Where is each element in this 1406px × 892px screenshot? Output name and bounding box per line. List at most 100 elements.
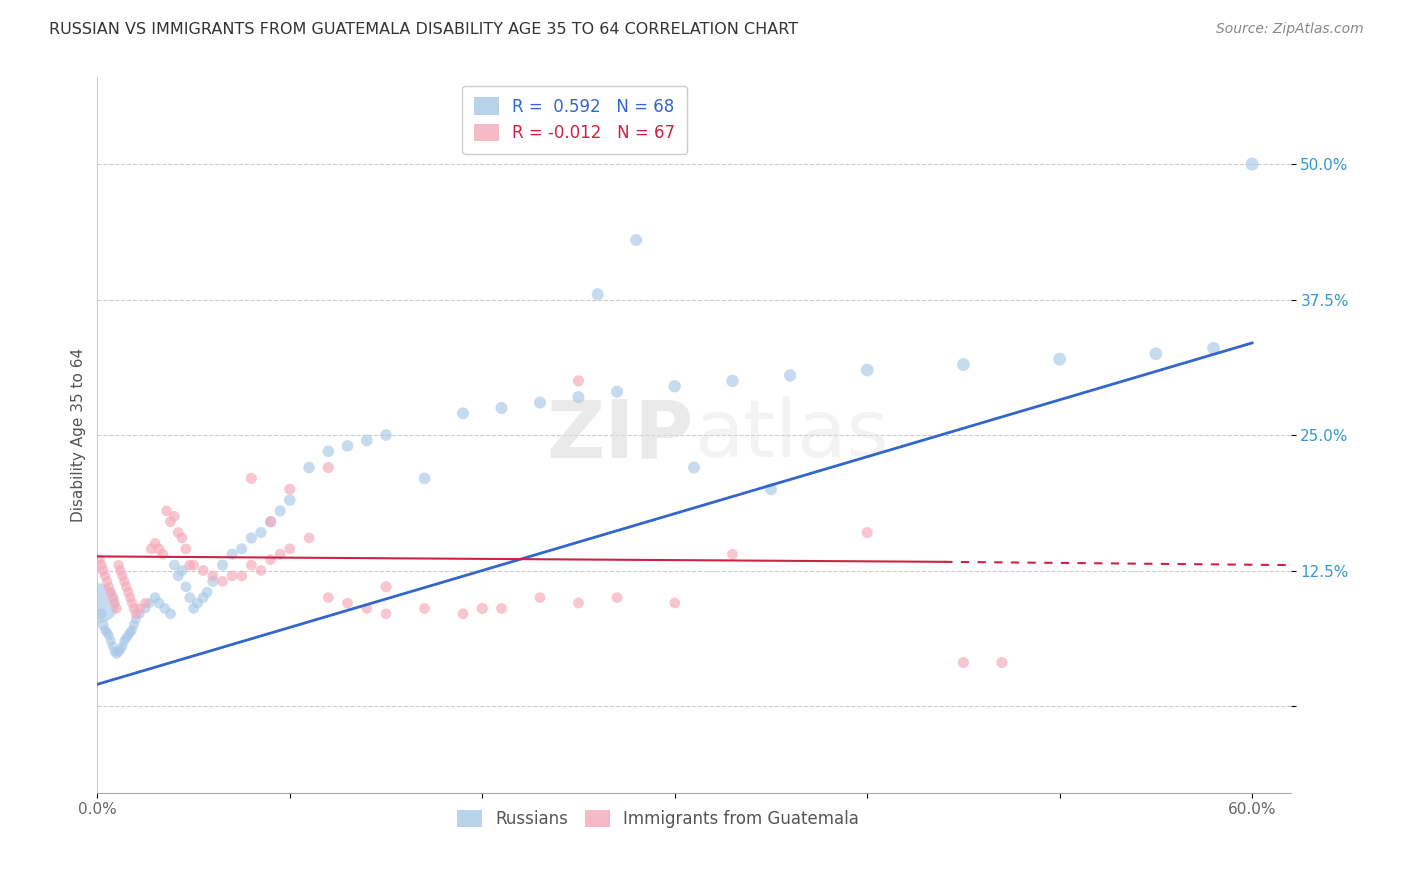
Point	[167, 525, 190, 540]
Point	[128, 601, 150, 615]
Point	[105, 601, 128, 615]
Point	[664, 379, 686, 393]
Point	[567, 390, 589, 404]
Point	[96, 625, 118, 640]
Point	[89, 596, 111, 610]
Point	[567, 374, 589, 388]
Point	[471, 601, 494, 615]
Point	[721, 374, 744, 388]
Point	[491, 401, 513, 415]
Point	[134, 601, 156, 615]
Point	[413, 601, 436, 615]
Point	[606, 384, 628, 399]
Point	[112, 574, 135, 589]
Point	[856, 525, 879, 540]
Point	[231, 541, 253, 556]
Point	[278, 541, 301, 556]
Point	[318, 444, 340, 458]
Point	[240, 471, 263, 485]
Point	[90, 607, 112, 621]
Point	[567, 596, 589, 610]
Point	[336, 596, 359, 610]
Point	[183, 601, 205, 615]
Point	[664, 596, 686, 610]
Text: atlas: atlas	[695, 396, 889, 474]
Point	[606, 591, 628, 605]
Point	[156, 504, 179, 518]
Point	[117, 585, 139, 599]
Point	[107, 558, 129, 573]
Point	[318, 591, 340, 605]
Point	[174, 541, 197, 556]
Point	[193, 564, 215, 578]
Point	[94, 623, 117, 637]
Point	[94, 569, 117, 583]
Point	[759, 482, 782, 496]
Point	[298, 531, 321, 545]
Point	[101, 591, 124, 605]
Point	[91, 617, 114, 632]
Point	[97, 580, 120, 594]
Point	[356, 601, 378, 615]
Point	[952, 358, 974, 372]
Point	[97, 628, 120, 642]
Point	[167, 569, 190, 583]
Point	[779, 368, 801, 383]
Point	[269, 504, 291, 518]
Point	[148, 541, 170, 556]
Point	[117, 628, 139, 642]
Point	[134, 596, 156, 610]
Point	[375, 580, 398, 594]
Point	[122, 617, 145, 632]
Point	[170, 531, 193, 545]
Point	[413, 471, 436, 485]
Point	[356, 434, 378, 448]
Point	[250, 525, 273, 540]
Point	[1144, 347, 1167, 361]
Point	[186, 596, 208, 610]
Point	[201, 574, 224, 589]
Point	[110, 564, 132, 578]
Point	[529, 395, 551, 409]
Point	[991, 656, 1014, 670]
Point	[211, 574, 233, 589]
Point	[105, 647, 128, 661]
Point	[159, 515, 181, 529]
Point	[201, 569, 224, 583]
Text: RUSSIAN VS IMMIGRANTS FROM GUATEMALA DISABILITY AGE 35 TO 64 CORRELATION CHART: RUSSIAN VS IMMIGRANTS FROM GUATEMALA DIS…	[49, 22, 799, 37]
Point	[240, 531, 263, 545]
Point	[1049, 352, 1071, 367]
Point	[336, 439, 359, 453]
Point	[491, 601, 513, 615]
Point	[125, 612, 148, 626]
Point	[1241, 157, 1264, 171]
Point	[141, 541, 163, 556]
Point	[170, 564, 193, 578]
Point	[250, 564, 273, 578]
Point	[89, 552, 111, 566]
Point	[195, 585, 218, 599]
Point	[121, 623, 143, 637]
Point	[115, 580, 138, 594]
Point	[683, 460, 706, 475]
Point	[153, 601, 176, 615]
Point	[91, 564, 114, 578]
Point	[163, 509, 186, 524]
Point	[375, 607, 398, 621]
Point	[121, 596, 143, 610]
Point	[529, 591, 551, 605]
Point	[174, 580, 197, 594]
Point	[107, 645, 129, 659]
Point	[952, 656, 974, 670]
Point	[451, 406, 474, 420]
Point	[721, 547, 744, 561]
Point	[100, 634, 122, 648]
Point	[259, 515, 281, 529]
Point	[375, 428, 398, 442]
Point	[90, 558, 112, 573]
Point	[110, 642, 132, 657]
Point	[138, 596, 160, 610]
Point	[211, 558, 233, 573]
Point	[586, 287, 609, 301]
Point	[159, 607, 181, 621]
